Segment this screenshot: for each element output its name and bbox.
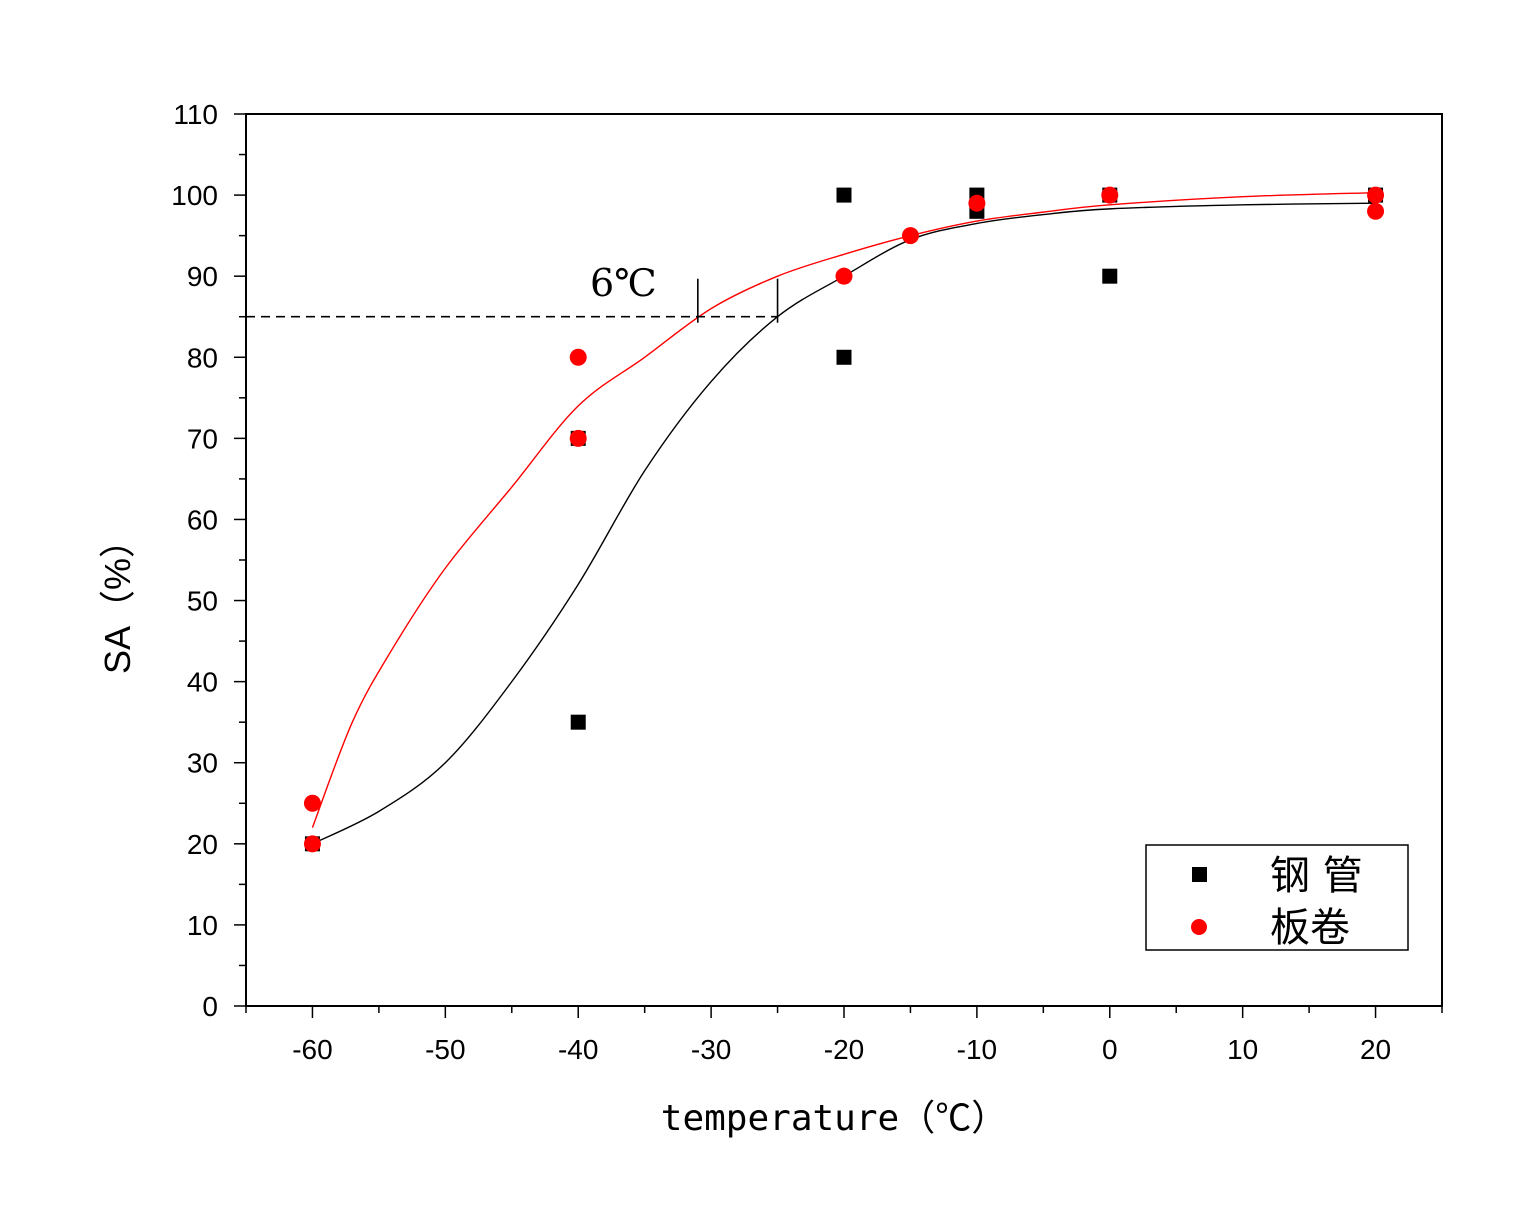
legend-label-steel-pipe: 钢 管 xyxy=(1270,853,1363,899)
x-tick-label: 0 xyxy=(1102,1034,1118,1065)
data-point-coil xyxy=(1101,186,1119,204)
y-tick-label: 20 xyxy=(187,829,218,860)
legend: 钢 管 板卷 xyxy=(1145,844,1409,951)
y-tick-label: 60 xyxy=(187,504,218,535)
y-tick-label: 70 xyxy=(187,423,218,454)
data-point-coil xyxy=(968,194,986,212)
data-point-steel-pipe xyxy=(836,187,852,203)
fit-curve-series-0 xyxy=(312,202,1376,845)
y-tick-label: 50 xyxy=(187,586,218,617)
data-point-coil xyxy=(1367,202,1385,220)
data-point-coil xyxy=(835,267,853,285)
reference-lines xyxy=(246,278,779,323)
x-axis: -60 -50 -40 -30 -20 -10 0 10 20 xyxy=(245,1006,1443,1065)
y-tick-label: 100 xyxy=(171,180,218,211)
data-point-coil xyxy=(303,835,321,853)
x-tick-label: -40 xyxy=(558,1034,598,1065)
legend-marker-steel-pipe xyxy=(1192,867,1207,882)
data-point-coil xyxy=(1367,186,1385,204)
legend-marker-coil xyxy=(1191,919,1207,935)
fit-curve-series-1 xyxy=(311,191,1376,828)
y-tick-label: 40 xyxy=(187,667,218,698)
y-axis: 0 10 20 30 40 50 60 70 80 90 100 110 xyxy=(171,99,246,1022)
data-point-coil xyxy=(569,348,587,366)
data-point-coil xyxy=(303,794,321,812)
x-tick-label: -10 xyxy=(957,1034,997,1065)
y-tick-label: 10 xyxy=(187,910,218,941)
y-tick-label: 30 xyxy=(187,748,218,779)
legend-label-coil: 板卷 xyxy=(1270,905,1350,951)
y-tick-label: 0 xyxy=(202,991,218,1022)
annotation-6c: 6℃ xyxy=(590,261,657,305)
x-axis-title: temperature（℃） xyxy=(661,1098,1007,1139)
y-axis-title: SA（%） xyxy=(97,522,138,674)
y-tick-label: 80 xyxy=(187,342,218,373)
y-tick-label: 90 xyxy=(187,261,218,292)
data-point-coil xyxy=(901,227,919,245)
data-points xyxy=(303,186,1385,853)
data-point-steel-pipe xyxy=(1102,268,1118,284)
x-tick-label: 20 xyxy=(1360,1034,1391,1065)
x-tick-label: -60 xyxy=(292,1034,332,1065)
x-tick-label: -50 xyxy=(425,1034,465,1065)
data-point-steel-pipe xyxy=(836,349,852,365)
data-point-steel-pipe xyxy=(570,714,586,730)
data-point-coil xyxy=(569,429,587,447)
fit-curves xyxy=(311,191,1376,845)
y-tick-label: 110 xyxy=(173,99,218,130)
x-tick-label: -30 xyxy=(691,1034,731,1065)
x-tick-label: 10 xyxy=(1227,1034,1258,1065)
legend-box xyxy=(1145,844,1409,951)
x-tick-label: -20 xyxy=(824,1034,864,1065)
